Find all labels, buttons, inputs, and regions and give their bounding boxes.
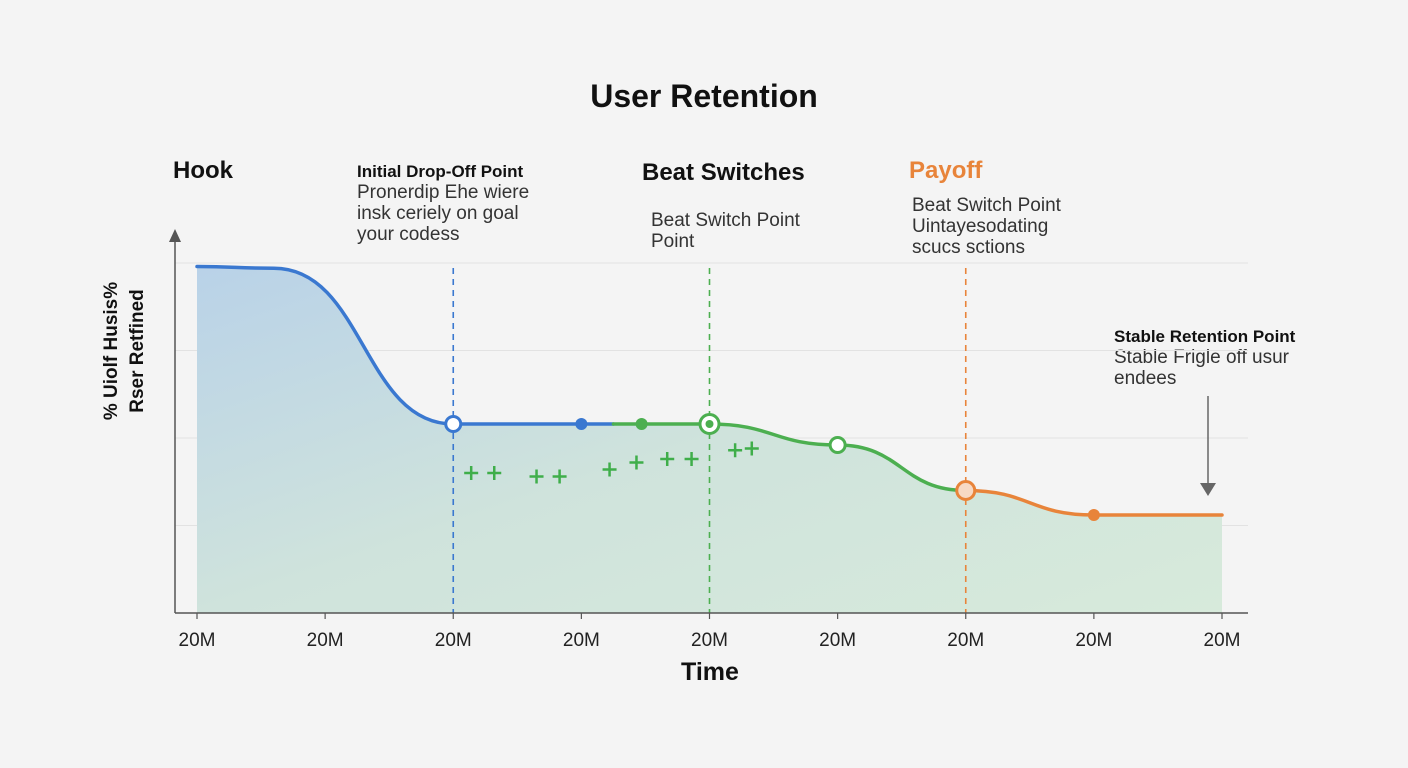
data-point-marker: [444, 415, 463, 433]
annotation-stable-retention: Stable Retention Point Stable Frigle off…: [1114, 327, 1295, 389]
y-axis-arrow: [169, 229, 181, 242]
annotation-line: Pronerdip Ehe wiere: [357, 182, 530, 203]
x-tick-label: 20M: [691, 630, 728, 651]
data-point-marker: [575, 418, 588, 430]
plus-marker: [744, 441, 759, 456]
plus-marker: [529, 469, 544, 484]
plus-marker: [464, 466, 479, 480]
annotation-line: Uintayesodating: [912, 216, 1049, 237]
plus-marker: [684, 452, 699, 466]
annotation-line: endees: [1114, 368, 1177, 389]
annotation-payoff: Beat Switch Point Uintayesodating scucs …: [912, 195, 1061, 258]
plus-marker: [552, 469, 567, 484]
x-tick-label: 20M: [306, 630, 344, 651]
chart-title: User Retention: [590, 78, 818, 114]
plus-marker: [660, 452, 675, 466]
x-tick-label: 20M: [947, 630, 985, 651]
annotation-line: insk ceriely on goal: [357, 203, 519, 224]
annotation-line: Beat Switch Point: [651, 210, 800, 231]
annotation-line: Beat Switch Point: [912, 195, 1061, 216]
annotation-arrow-head: [1200, 483, 1216, 496]
plus-marker: [629, 455, 644, 470]
phase-label-beat-switches: Beat Switches: [642, 159, 805, 186]
x-tick-label: 20M: [1075, 630, 1113, 651]
annotation-line: Stable Frigle off usur: [1114, 347, 1289, 368]
x-tick-label: 20M: [434, 630, 472, 651]
data-point-marker-dot: [705, 420, 714, 428]
x-tick-label: 20M: [1203, 630, 1241, 651]
annotation-beat-switch: Beat Switch Point Point: [651, 210, 800, 252]
plus-marker: [728, 443, 743, 458]
annotation-line: your codess: [357, 224, 460, 245]
data-point-marker: [635, 418, 648, 430]
data-point-marker: [955, 480, 977, 501]
area-fill: [197, 266, 1222, 613]
annotation-heading: Initial Drop-Off Point: [357, 162, 524, 181]
phase-label-payoff: Payoff: [909, 157, 983, 184]
plus-marker: [602, 462, 617, 477]
annotation-heading: Stable Retention Point: [1114, 327, 1296, 346]
x-tick-label: 20M: [562, 630, 600, 651]
x-axis-label: Time: [681, 658, 739, 686]
annotation-line: Point: [651, 231, 695, 252]
data-point-marker: [1087, 509, 1100, 521]
annotation-initial-drop-off: Initial Drop-Off Point Pronerdip Ehe wie…: [357, 162, 529, 245]
x-tick-label: 20M: [178, 630, 216, 651]
phase-label-hook: Hook: [173, 157, 233, 184]
data-point-marker: [828, 436, 847, 454]
annotation-line: scucs sctions: [912, 237, 1025, 258]
x-tick-label: 20M: [819, 630, 857, 651]
plus-marker: [487, 466, 502, 480]
